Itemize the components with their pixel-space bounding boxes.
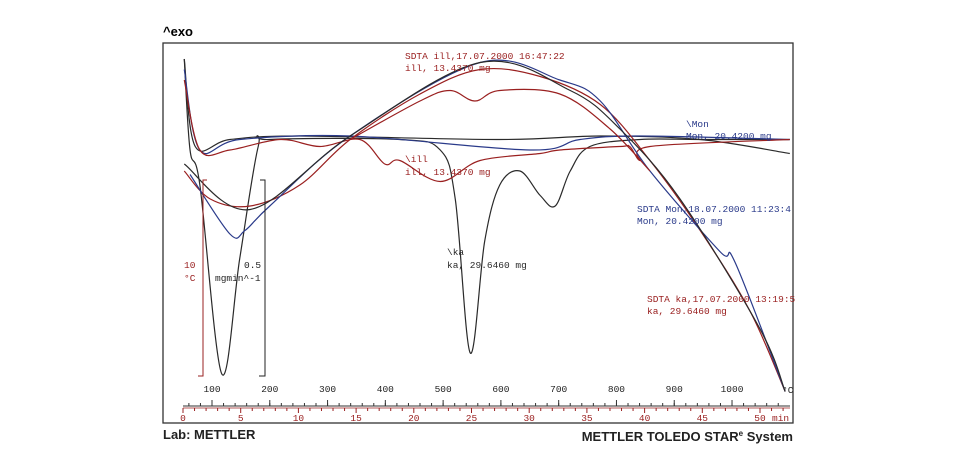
temp-tick-label: 200 bbox=[261, 384, 278, 395]
temp-scale-bracket bbox=[198, 179, 207, 377]
annotation: ka, 29.6460 mg bbox=[447, 260, 527, 271]
annotation: Mon, 20.4200 mg bbox=[637, 216, 723, 227]
scale-left-unit: °C bbox=[184, 273, 196, 284]
time-tick-label: 15 bbox=[350, 413, 362, 424]
annotation: \ill bbox=[405, 154, 428, 165]
system-sup: e bbox=[739, 429, 744, 438]
annotation: Mon, 20.4200 mg bbox=[686, 131, 772, 142]
time-tick-label: 5 bbox=[238, 413, 244, 424]
series-line-0 bbox=[183, 58, 790, 376]
scale-right-unit: mgmin^-1 bbox=[215, 273, 261, 284]
time-tick-label: 10 bbox=[293, 413, 305, 424]
temp-tick-label: 700 bbox=[550, 384, 567, 395]
temp-tick-label: 800 bbox=[608, 384, 625, 395]
annotation: SDTA Mon,18.07.2000 11:23:4 bbox=[637, 204, 791, 215]
annotation: \ka bbox=[447, 247, 464, 258]
annotation: ill, 13.4370 mg bbox=[405, 63, 491, 74]
time-tick-label: 35 bbox=[581, 413, 593, 424]
temp-tick-label: 400 bbox=[377, 384, 394, 395]
time-unit-label: min bbox=[772, 413, 789, 424]
time-tick-label: 40 bbox=[639, 413, 651, 424]
series-line-6 bbox=[183, 60, 786, 392]
temp-tick-label: 300 bbox=[319, 384, 336, 395]
temp-tick-label: 100 bbox=[203, 384, 220, 395]
series-line-7 bbox=[349, 88, 651, 172]
temp-unit-label: °C bbox=[782, 385, 794, 396]
time-tick-label: 30 bbox=[523, 413, 535, 424]
plot-frame bbox=[162, 42, 794, 424]
time-tick-label: 50 bbox=[754, 413, 766, 424]
series-line-2 bbox=[183, 69, 790, 155]
scale-left-value: 10 bbox=[184, 260, 196, 271]
time-tick-label: 0 bbox=[180, 413, 186, 424]
temp-tick-label: 600 bbox=[492, 384, 509, 395]
series-line-5 bbox=[189, 59, 786, 392]
annotation: ill, 13.4370 mg bbox=[405, 167, 491, 178]
annotation: ka, 29.6460 mg bbox=[647, 306, 727, 317]
chart-title: ^exo bbox=[163, 24, 193, 39]
time-tick-label: 25 bbox=[466, 413, 478, 424]
annotation: \Mon bbox=[686, 119, 709, 130]
series-line-4 bbox=[183, 67, 786, 392]
temp-tick-label: 500 bbox=[435, 384, 452, 395]
annotation: SDTA ka,17.07.2000 13:19:5 bbox=[647, 294, 796, 305]
series-line-3 bbox=[183, 79, 790, 183]
temp-tick-label: 900 bbox=[666, 384, 683, 395]
time-tick-label: 45 bbox=[697, 413, 709, 424]
time-tick-label: 20 bbox=[408, 413, 420, 424]
system-tail: System bbox=[743, 429, 793, 444]
scale-right-value: 0.5 bbox=[244, 260, 261, 271]
lab-label: Lab: METTLER bbox=[163, 427, 256, 442]
annotation: SDTA ill,17.07.2000 16:47:22 bbox=[405, 51, 565, 62]
system-label: METTLER TOLEDO STARe System bbox=[582, 429, 793, 444]
system-name: METTLER TOLEDO STAR bbox=[582, 429, 740, 444]
rate-scale-bracket bbox=[259, 179, 266, 377]
temp-tick-label: 1000 bbox=[721, 384, 744, 395]
